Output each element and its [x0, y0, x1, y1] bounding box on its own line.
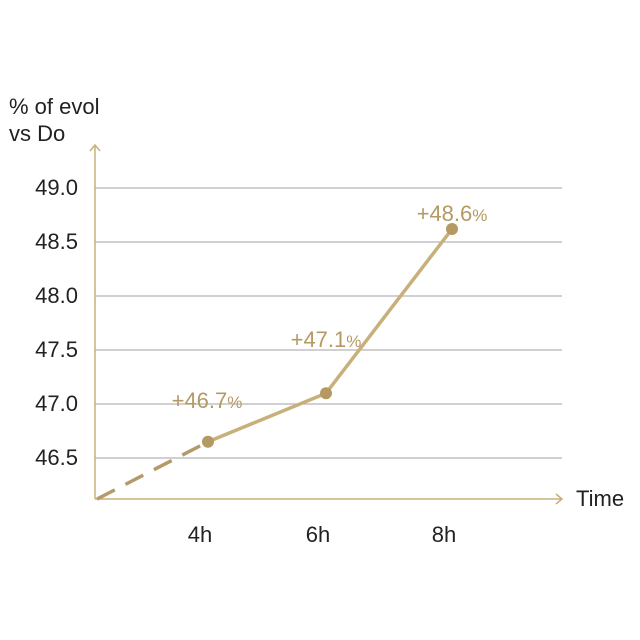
y-tick-label: 46.5	[35, 445, 78, 470]
y-axis-label-line-1: % of evol	[9, 94, 100, 119]
data-label-percent: %	[472, 206, 488, 226]
x-tick-label: 8h	[431, 522, 457, 547]
data-point	[202, 435, 214, 448]
data-points	[202, 223, 458, 448]
data-label: +46.7%	[152, 388, 262, 414]
data-label: +48.6%	[397, 201, 507, 227]
y-tick-label: 48.0	[35, 283, 78, 308]
data-label-value: +46.7	[171, 387, 228, 413]
y-tick-label: 49.0	[35, 175, 78, 200]
x-axis-label: Time	[576, 486, 625, 511]
y-tick-label: 47.0	[35, 391, 78, 416]
data-label-value: +47.1	[290, 327, 347, 353]
gridlines	[95, 187, 562, 459]
y-axis-label-line-2: vs Do	[9, 121, 66, 146]
data-point	[320, 387, 332, 400]
x-tick-label: 4h	[187, 522, 213, 547]
data-point	[446, 223, 458, 236]
data-label-value: +48.6	[416, 201, 473, 227]
data-label-percent: %	[227, 392, 243, 412]
x-tick-label: 6h	[305, 522, 331, 547]
extrapolated-line	[96, 440, 209, 501]
x-axis-arrow	[555, 493, 564, 505]
y-tick-label: 48.5	[35, 229, 78, 254]
data-label: +47.1%	[271, 327, 381, 353]
y-axis-arrow	[89, 143, 101, 152]
data-label-percent: %	[346, 332, 362, 352]
y-tick-label: 47.5	[35, 337, 78, 362]
